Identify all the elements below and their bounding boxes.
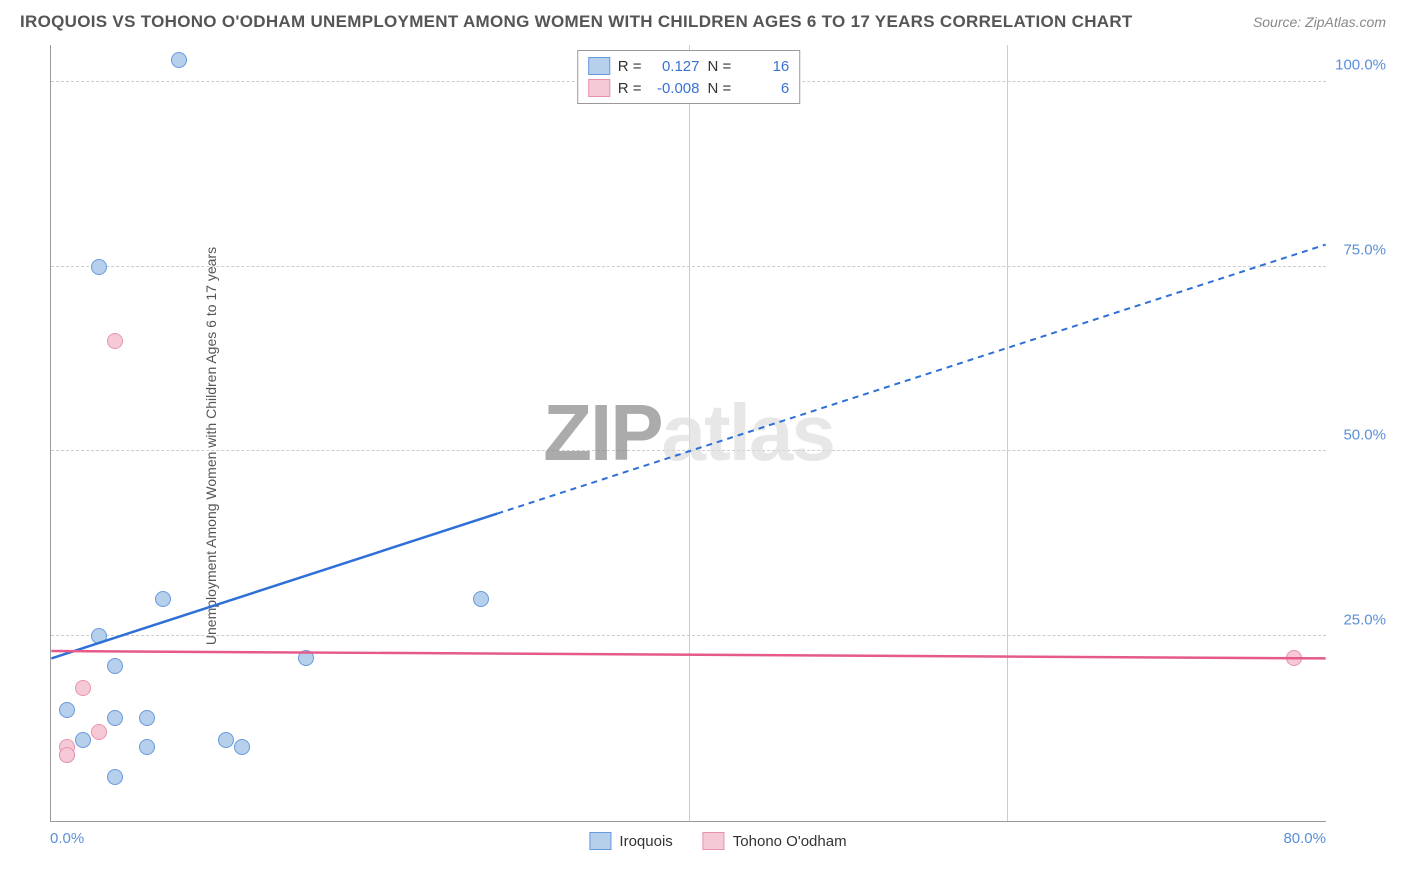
legend-swatch-tohono-b [703, 832, 725, 850]
chart-title: IROQUOIS VS TOHONO O'ODHAM UNEMPLOYMENT … [20, 12, 1133, 32]
legend-label-tohono: Tohono O'odham [733, 833, 847, 850]
y-tick-label: 75.0% [1343, 242, 1386, 259]
scatter-point [155, 591, 171, 607]
legend-row-1: R = 0.127 N = 16 [588, 55, 790, 77]
scatter-point [171, 52, 187, 68]
chart-header: IROQUOIS VS TOHONO O'ODHAM UNEMPLOYMENT … [20, 12, 1386, 32]
scatter-point [107, 658, 123, 674]
legend-swatch-iroquois-b [589, 832, 611, 850]
scatter-point [75, 732, 91, 748]
watermark-light: atlas [662, 388, 834, 477]
n-label-2: N = [708, 80, 732, 97]
chart-container: ZIPatlas R = 0.127 N = 16 R = -0.008 N =… [50, 45, 1386, 852]
y-tick-label: 100.0% [1335, 57, 1386, 74]
scatter-point [91, 724, 107, 740]
legend-swatch-iroquois [588, 57, 610, 75]
gridline-v [1007, 45, 1008, 821]
r-label-2: R = [618, 80, 642, 97]
chart-source: Source: ZipAtlas.com [1253, 14, 1386, 30]
legend-item-iroquois: Iroquois [589, 832, 672, 850]
scatter-point [91, 259, 107, 275]
scatter-point [59, 747, 75, 763]
n-value-2: 6 [739, 80, 789, 97]
n-label-1: N = [708, 58, 732, 75]
plot-area: ZIPatlas R = 0.127 N = 16 R = -0.008 N =… [50, 45, 1326, 822]
r-value-2: -0.008 [650, 80, 700, 97]
scatter-point [139, 739, 155, 755]
scatter-point [1286, 650, 1302, 666]
r-value-1: 0.127 [650, 58, 700, 75]
legend-row-2: R = -0.008 N = 6 [588, 77, 790, 99]
x-tick-0: 0.0% [50, 830, 84, 847]
y-tick-label: 25.0% [1343, 612, 1386, 629]
y-tick-label: 50.0% [1343, 427, 1386, 444]
scatter-point [107, 769, 123, 785]
legend-label-iroquois: Iroquois [619, 833, 672, 850]
scatter-point [218, 732, 234, 748]
watermark-bold: ZIP [543, 388, 661, 477]
r-label-1: R = [618, 58, 642, 75]
n-value-1: 16 [739, 58, 789, 75]
scatter-point [59, 702, 75, 718]
x-tick-80: 80.0% [1283, 830, 1326, 847]
scatter-point [473, 591, 489, 607]
scatter-point [91, 628, 107, 644]
gridline-v [689, 45, 690, 821]
legend-swatch-tohono [588, 79, 610, 97]
scatter-point [234, 739, 250, 755]
scatter-point [139, 710, 155, 726]
scatter-point [107, 710, 123, 726]
correlation-legend: R = 0.127 N = 16 R = -0.008 N = 6 [577, 50, 801, 104]
series-legend: Iroquois Tohono O'odham [589, 832, 846, 850]
legend-item-tohono: Tohono O'odham [703, 832, 847, 850]
scatter-point [75, 680, 91, 696]
scatter-point [107, 333, 123, 349]
scatter-point [298, 650, 314, 666]
